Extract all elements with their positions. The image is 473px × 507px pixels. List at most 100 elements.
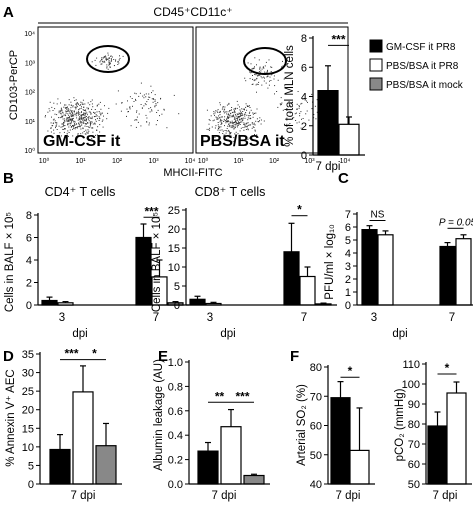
flow-dot — [251, 68, 253, 70]
flow-dot — [214, 112, 216, 114]
flow-dot — [58, 112, 60, 114]
flow-dot — [239, 130, 241, 132]
y-tick-label: 70 — [408, 439, 420, 451]
y-axis-label: pCO₂ (mmHg) — [394, 388, 406, 461]
flow-dot — [228, 133, 230, 135]
y-tick-label: 20 — [168, 224, 180, 236]
flow-dot — [240, 121, 242, 123]
flow-dot — [241, 119, 243, 121]
flow-dot — [129, 108, 131, 110]
flow-dot — [227, 114, 229, 116]
flow-dot — [224, 134, 226, 136]
flow-dot — [73, 124, 75, 126]
flow-dot — [300, 111, 302, 113]
flow-dot — [50, 128, 52, 129]
flow-dot — [299, 112, 301, 114]
flow-dot — [65, 115, 67, 117]
flow-dot — [54, 113, 56, 115]
flow-dot — [71, 126, 72, 127]
flow-dot — [117, 61, 119, 63]
flow-dot — [296, 122, 298, 124]
flow-dot — [226, 120, 228, 122]
flow-dot — [101, 58, 102, 60]
flow-dot — [214, 137, 216, 139]
flow-dot — [239, 109, 241, 111]
flow-dot — [262, 66, 264, 68]
flow-dot — [85, 118, 87, 120]
y-tick-label: 0 — [26, 300, 32, 312]
flow-dot — [236, 122, 238, 124]
flow-dot — [76, 126, 78, 128]
flow-dot — [67, 118, 69, 120]
flow-dot — [87, 117, 89, 119]
flow-dot — [252, 136, 254, 138]
flow-dot — [249, 124, 251, 126]
flow-dot — [72, 135, 74, 137]
flow-y-tick-label: 10² — [25, 90, 36, 97]
flow-dot — [77, 112, 79, 114]
flow-dot — [255, 112, 257, 114]
flow-dot — [129, 107, 131, 109]
flow-dot — [80, 117, 82, 119]
y-tick-label: 7 — [345, 209, 351, 221]
flow-dot — [235, 131, 237, 133]
flow-dot — [55, 127, 56, 129]
flow-dot — [110, 55, 112, 57]
flow-dot — [237, 126, 238, 128]
flow-dot — [252, 113, 254, 115]
flow-dot — [71, 116, 72, 118]
flow-dot — [63, 125, 65, 127]
flow-dot — [62, 115, 64, 117]
flow-dot — [72, 117, 74, 119]
bar-2 — [95, 445, 117, 485]
flow-dot — [50, 127, 52, 129]
flow-dot — [61, 123, 63, 125]
flow-dot — [75, 104, 77, 105]
flow-dot — [65, 107, 67, 109]
flow-dot — [228, 121, 230, 123]
flow-dot — [91, 121, 93, 123]
flow-dot — [72, 121, 74, 123]
flow-dot — [234, 123, 236, 125]
y-tick-label: 80 — [310, 362, 322, 374]
flow-dot — [68, 109, 70, 111]
flow-dot — [69, 119, 71, 121]
flow-dot — [234, 111, 236, 113]
flow-dot — [106, 59, 108, 60]
flow-dot — [248, 115, 250, 117]
flow-dot — [148, 124, 150, 126]
flow-dot — [265, 61, 267, 63]
flow-dot — [239, 106, 240, 108]
flow-dot — [136, 111, 137, 113]
flow-dot — [65, 119, 67, 121]
significance-label: ** — [215, 389, 225, 403]
flow-dot — [223, 112, 225, 114]
flow-dot — [231, 127, 233, 129]
flow-dot — [233, 126, 235, 128]
flow-dot — [235, 123, 237, 125]
flow-dot — [260, 76, 262, 78]
flow-dot — [209, 127, 211, 129]
flow-dot — [61, 126, 63, 128]
flow-dot — [253, 123, 255, 125]
flow-dot — [267, 75, 269, 77]
flow-dot — [104, 56, 106, 58]
flow-dot — [60, 126, 62, 128]
chart-title: CD4⁺ T cells — [45, 185, 116, 199]
flow-dot — [231, 107, 233, 108]
flow-x-tick-label: 10⁰ — [39, 157, 50, 165]
significance-label: * — [92, 347, 97, 361]
flow-y-tick-label: 10⁴ — [24, 31, 35, 38]
flow-dot — [213, 113, 215, 115]
flow-plot-gmcsf — [37, 26, 194, 154]
flow-dot — [84, 125, 86, 127]
flow-dot — [108, 64, 110, 66]
flow-dot — [107, 112, 109, 114]
flow-dot — [64, 104, 65, 106]
flow-dot — [64, 107, 66, 109]
flow-dot — [115, 59, 117, 61]
flow-dot — [60, 109, 62, 111]
bar-0 — [439, 245, 456, 306]
flow-dot — [63, 122, 65, 124]
flow-dot — [119, 57, 121, 59]
